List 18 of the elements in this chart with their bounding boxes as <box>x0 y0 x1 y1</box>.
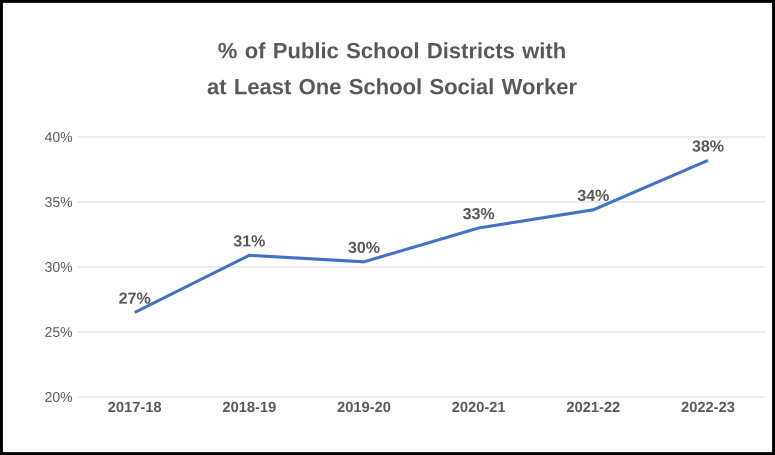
data-label: 34% <box>578 190 609 202</box>
data-label: 27% <box>119 292 150 304</box>
x-tick-label: 2022-23 <box>682 402 734 412</box>
chart-title: % of Public School Districts with at Least One School Social Worker <box>208 42 577 94</box>
data-label: 30% <box>348 242 380 254</box>
data-label: 33% <box>463 208 494 220</box>
x-tick-label: 2020-21 <box>452 402 506 412</box>
data-label: 31% <box>234 235 265 247</box>
y-tick-label: 30% <box>45 262 72 272</box>
data-label: 38% <box>692 140 724 152</box>
x-tick-label: 2017-18 <box>108 402 162 412</box>
y-tick-label: 35% <box>45 197 72 207</box>
y-tick-label: 20% <box>45 392 72 402</box>
y-tick-label: 25% <box>45 327 72 337</box>
y-tick-label: 40% <box>44 132 72 142</box>
x-tick-label: 2019-20 <box>338 402 390 412</box>
x-tick-label: 2018-19 <box>222 402 276 412</box>
x-tick-label: 2021-22 <box>566 402 620 412</box>
